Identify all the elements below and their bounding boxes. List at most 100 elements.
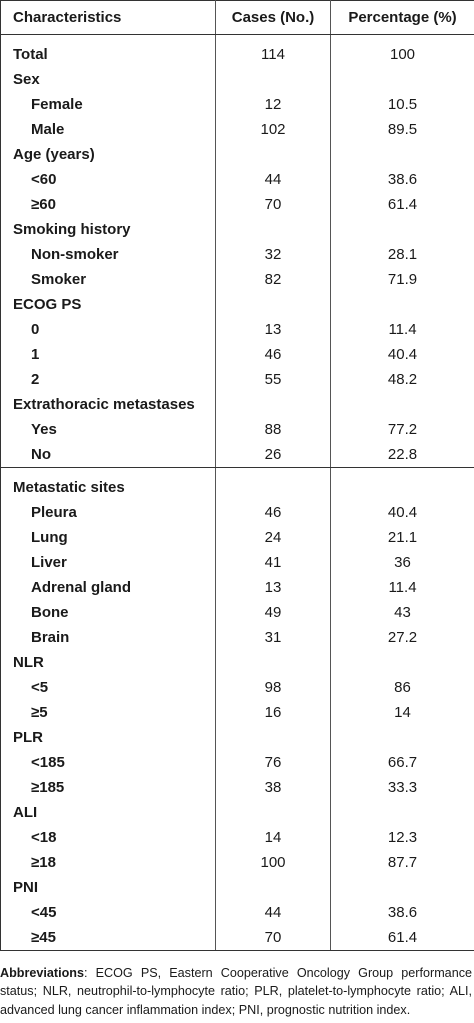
row-percentage: 43 (330, 600, 474, 625)
row-label: PLR (0, 725, 216, 750)
footnote-label: Abbreviations (0, 966, 84, 980)
table-row: Total 114 100 (0, 42, 474, 67)
row-cases: 114 (215, 42, 331, 67)
abbreviations-footnote: Abbreviations: ECOG PS, Eastern Cooperat… (0, 964, 474, 1019)
row-cases: 13 (215, 575, 331, 600)
row-cases (215, 67, 331, 92)
row-percentage: 12.3 (330, 825, 474, 850)
row-cases: 14 (215, 825, 331, 850)
table-row: Adrenal gland 13 11.4 (0, 575, 474, 600)
row-cases: 26 (215, 442, 331, 468)
table-row: 0 13 11.4 (0, 317, 474, 342)
table-row: Female 12 10.5 (0, 92, 474, 117)
row-percentage: 21.1 (330, 525, 474, 550)
row-label: ≥18 (0, 850, 216, 875)
row-label: 2 (0, 367, 216, 392)
table-row: ≥185 38 33.3 (0, 775, 474, 800)
row-label: Smoker (0, 267, 216, 292)
spacer-cell (0, 467, 216, 475)
table-row: Liver 41 36 (0, 550, 474, 575)
row-label: Bone (0, 600, 216, 625)
row-label: Male (0, 117, 216, 142)
header-cases: Cases (No.) (215, 0, 331, 35)
row-label: 0 (0, 317, 216, 342)
row-percentage: 48.2 (330, 367, 474, 392)
spacer-row (0, 467, 474, 475)
row-label: Smoking history (0, 217, 216, 242)
table-row: ECOG PS (0, 292, 474, 317)
row-percentage: 33.3 (330, 775, 474, 800)
table-row: <18 14 12.3 (0, 825, 474, 850)
table-row: PLR (0, 725, 474, 750)
row-percentage (330, 650, 474, 675)
spacer-cell (0, 34, 216, 42)
row-percentage: 86 (330, 675, 474, 700)
table-row: Smoking history (0, 217, 474, 242)
row-cases: 31 (215, 625, 331, 650)
row-percentage (330, 67, 474, 92)
row-percentage: 11.4 (330, 317, 474, 342)
table-row: Bone 49 43 (0, 600, 474, 625)
row-cases: 46 (215, 500, 331, 525)
row-cases: 82 (215, 267, 331, 292)
table-row: PNI (0, 875, 474, 900)
row-label: NLR (0, 650, 216, 675)
row-label: ECOG PS (0, 292, 216, 317)
row-cases: 44 (215, 167, 331, 192)
row-percentage: 38.6 (330, 900, 474, 925)
row-cases (215, 142, 331, 167)
row-label: Pleura (0, 500, 216, 525)
row-cases: 76 (215, 750, 331, 775)
row-label: Adrenal gland (0, 575, 216, 600)
row-percentage: 87.7 (330, 850, 474, 875)
row-percentage: 77.2 (330, 417, 474, 442)
row-label: Extrathoracic metastases (0, 392, 216, 417)
row-label: Total (0, 42, 216, 67)
table-row: 2 55 48.2 (0, 367, 474, 392)
row-percentage: 28.1 (330, 242, 474, 267)
row-label: PNI (0, 875, 216, 900)
table-row: ≥5 16 14 (0, 700, 474, 725)
row-percentage: 14 (330, 700, 474, 725)
row-percentage (330, 800, 474, 825)
row-percentage (330, 475, 474, 500)
row-percentage (330, 392, 474, 417)
row-cases: 100 (215, 850, 331, 875)
table-header: Characteristics Cases (No.) Percentage (… (0, 0, 474, 35)
row-cases (215, 800, 331, 825)
row-label: ≥45 (0, 925, 216, 951)
table-row: Smoker 82 71.9 (0, 267, 474, 292)
row-cases: 98 (215, 675, 331, 700)
row-percentage: 11.4 (330, 575, 474, 600)
table-row: <60 44 38.6 (0, 167, 474, 192)
row-percentage: 27.2 (330, 625, 474, 650)
row-cases (215, 217, 331, 242)
table-row: Sex (0, 67, 474, 92)
table-row: <5 98 86 (0, 675, 474, 700)
row-cases: 49 (215, 600, 331, 625)
row-percentage: 89.5 (330, 117, 474, 142)
row-percentage (330, 875, 474, 900)
row-percentage: 10.5 (330, 92, 474, 117)
row-label: No (0, 442, 216, 468)
row-cases: 55 (215, 367, 331, 392)
row-percentage: 40.4 (330, 500, 474, 525)
table-row: Male 102 89.5 (0, 117, 474, 142)
row-label: 1 (0, 342, 216, 367)
table-row: <45 44 38.6 (0, 900, 474, 925)
row-percentage: 40.4 (330, 342, 474, 367)
header-row: Characteristics Cases (No.) Percentage (… (0, 0, 474, 35)
spacer-row (0, 34, 474, 42)
row-label: Yes (0, 417, 216, 442)
row-cases: 46 (215, 342, 331, 367)
characteristics-table: Characteristics Cases (No.) Percentage (… (0, 0, 474, 951)
row-label: ≥60 (0, 192, 216, 217)
row-label: Brain (0, 625, 216, 650)
table-row: Extrathoracic metastases (0, 392, 474, 417)
header-characteristics: Characteristics (0, 0, 216, 35)
row-label: ≥185 (0, 775, 216, 800)
row-label: Sex (0, 67, 216, 92)
row-label: Age (years) (0, 142, 216, 167)
header-percentage: Percentage (%) (330, 0, 474, 35)
spacer-cell (215, 34, 331, 42)
